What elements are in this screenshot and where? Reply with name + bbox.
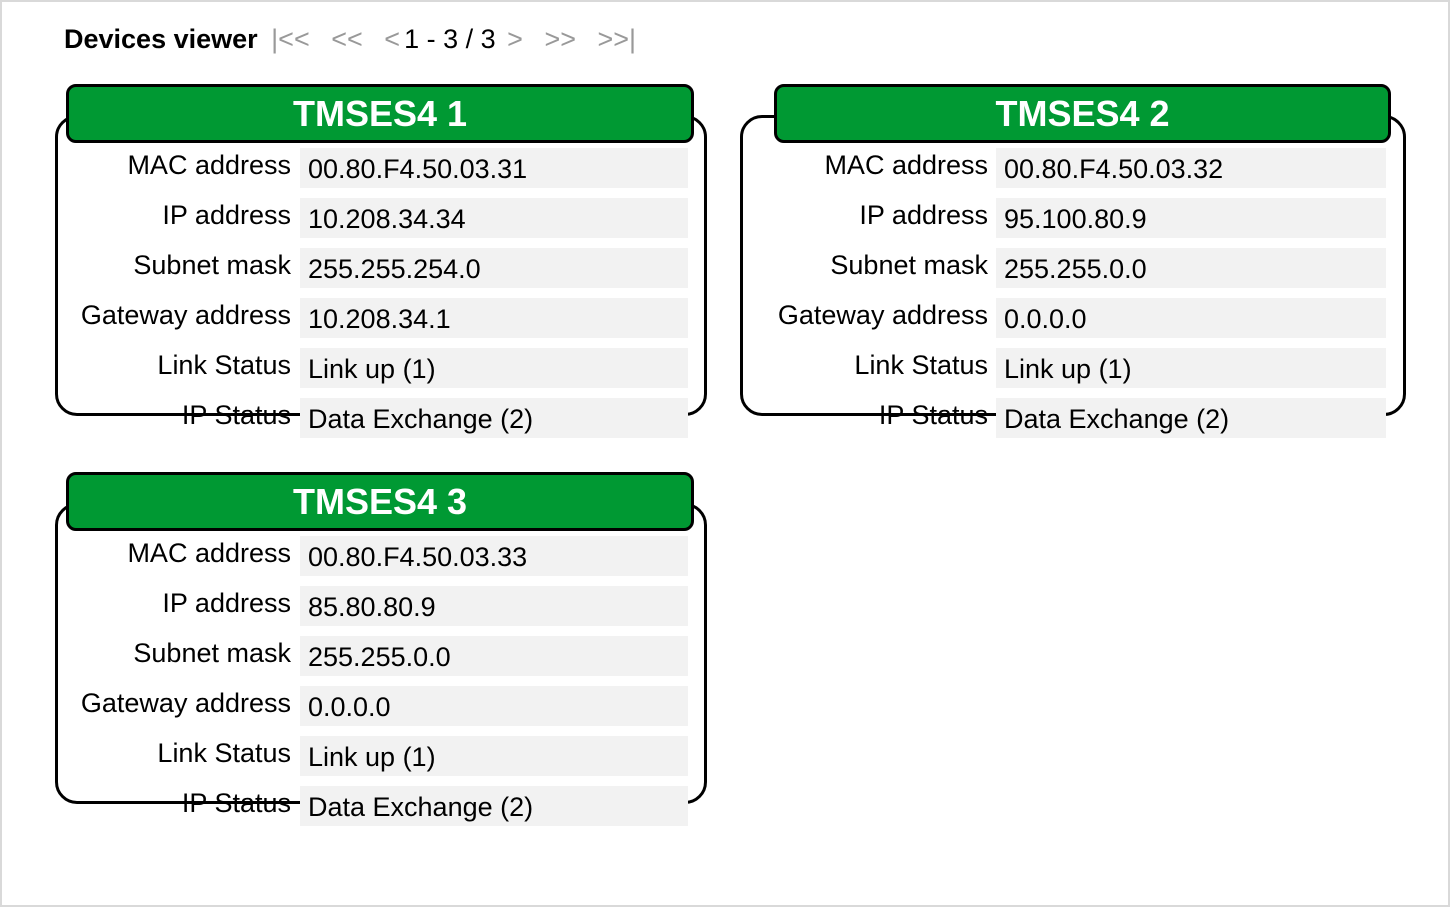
field-value: 10.208.34.1	[300, 298, 688, 338]
field-value: 85.80.80.9	[300, 586, 688, 626]
field-row: MAC address 00.80.F4.50.03.33	[55, 536, 707, 576]
field-label: IP Status	[181, 788, 291, 818]
field-label: IP Status	[181, 400, 291, 430]
field-row: IP address 85.80.80.9	[55, 586, 707, 626]
field-label: IP address	[859, 200, 988, 230]
field-row: Gateway address 0.0.0.0	[55, 686, 707, 726]
field-value: Data Exchange (2)	[996, 398, 1386, 438]
field-label: Link Status	[854, 350, 988, 380]
first-page-button[interactable]: |<<	[271, 24, 310, 54]
field-row: IP address 95.100.80.9	[740, 198, 1406, 238]
field-label: Subnet mask	[133, 250, 291, 280]
field-label: IP address	[162, 588, 291, 618]
field-row: Subnet mask 255.255.0.0	[740, 248, 1406, 288]
field-value: 0.0.0.0	[996, 298, 1386, 338]
device-name: TMSES4 3	[66, 472, 694, 531]
field-value: Link up (1)	[300, 736, 688, 776]
field-value: Link up (1)	[996, 348, 1386, 388]
field-row: Subnet mask 255.255.254.0	[55, 248, 707, 288]
device-card: TMSES4 1 MAC address 00.80.F4.50.03.31 I…	[55, 84, 707, 438]
field-label: Gateway address	[777, 300, 988, 330]
field-label: IP address	[162, 200, 291, 230]
field-value: Data Exchange (2)	[300, 786, 688, 826]
field-row: IP address 10.208.34.34	[55, 198, 707, 238]
field-row: IP Status Data Exchange (2)	[55, 786, 707, 826]
page-range: 1 - 3 / 3	[404, 24, 496, 54]
field-value: 95.100.80.9	[996, 198, 1386, 238]
field-value: 00.80.F4.50.03.32	[996, 148, 1386, 188]
field-label: MAC address	[127, 538, 291, 568]
field-row: Link Status Link up (1)	[55, 348, 707, 388]
field-label: MAC address	[127, 150, 291, 180]
field-label: MAC address	[824, 150, 988, 180]
field-row: Subnet mask 255.255.0.0	[55, 636, 707, 676]
field-row: IP Status Data Exchange (2)	[55, 398, 707, 438]
device-name: TMSES4 2	[774, 84, 1391, 143]
next-page-group-button[interactable]: >>	[544, 24, 576, 54]
field-label: Subnet mask	[133, 638, 291, 668]
field-row: IP Status Data Exchange (2)	[740, 398, 1406, 438]
device-card: TMSES4 3 MAC address 00.80.F4.50.03.33 I…	[55, 472, 707, 826]
field-label: Subnet mask	[830, 250, 988, 280]
field-row: Gateway address 10.208.34.1	[55, 298, 707, 338]
field-value: 10.208.34.34	[300, 198, 688, 238]
field-row: Gateway address 0.0.0.0	[740, 298, 1406, 338]
prev-page-group-button[interactable]: <<	[331, 24, 363, 54]
device-name: TMSES4 1	[66, 84, 694, 143]
field-row: Link Status Link up (1)	[55, 736, 707, 776]
field-value: Link up (1)	[300, 348, 688, 388]
last-page-button[interactable]: >>|	[597, 24, 637, 54]
field-row: Link Status Link up (1)	[740, 348, 1406, 388]
field-value: 255.255.0.0	[300, 636, 688, 676]
field-value: 255.255.0.0	[996, 248, 1386, 288]
field-value: 255.255.254.0	[300, 248, 688, 288]
field-row: MAC address 00.80.F4.50.03.31	[55, 148, 707, 188]
page-title: Devices viewer	[64, 24, 258, 54]
prev-page-button[interactable]: <	[384, 24, 401, 54]
device-card: TMSES4 2 MAC address 00.80.F4.50.03.32 I…	[740, 84, 1406, 438]
next-page-button[interactable]: >	[507, 24, 523, 54]
header: Devices viewer |<< << <1 - 3 / 3 > >> >>…	[64, 24, 650, 55]
field-value: Data Exchange (2)	[300, 398, 688, 438]
field-value: 00.80.F4.50.03.33	[300, 536, 688, 576]
field-value: 00.80.F4.50.03.31	[300, 148, 688, 188]
field-label: Link Status	[157, 738, 291, 768]
field-value: 0.0.0.0	[300, 686, 688, 726]
field-label: Gateway address	[80, 688, 291, 718]
field-label: Gateway address	[80, 300, 291, 330]
field-label: Link Status	[157, 350, 291, 380]
field-row: MAC address 00.80.F4.50.03.32	[740, 148, 1406, 188]
field-label: IP Status	[878, 400, 988, 430]
